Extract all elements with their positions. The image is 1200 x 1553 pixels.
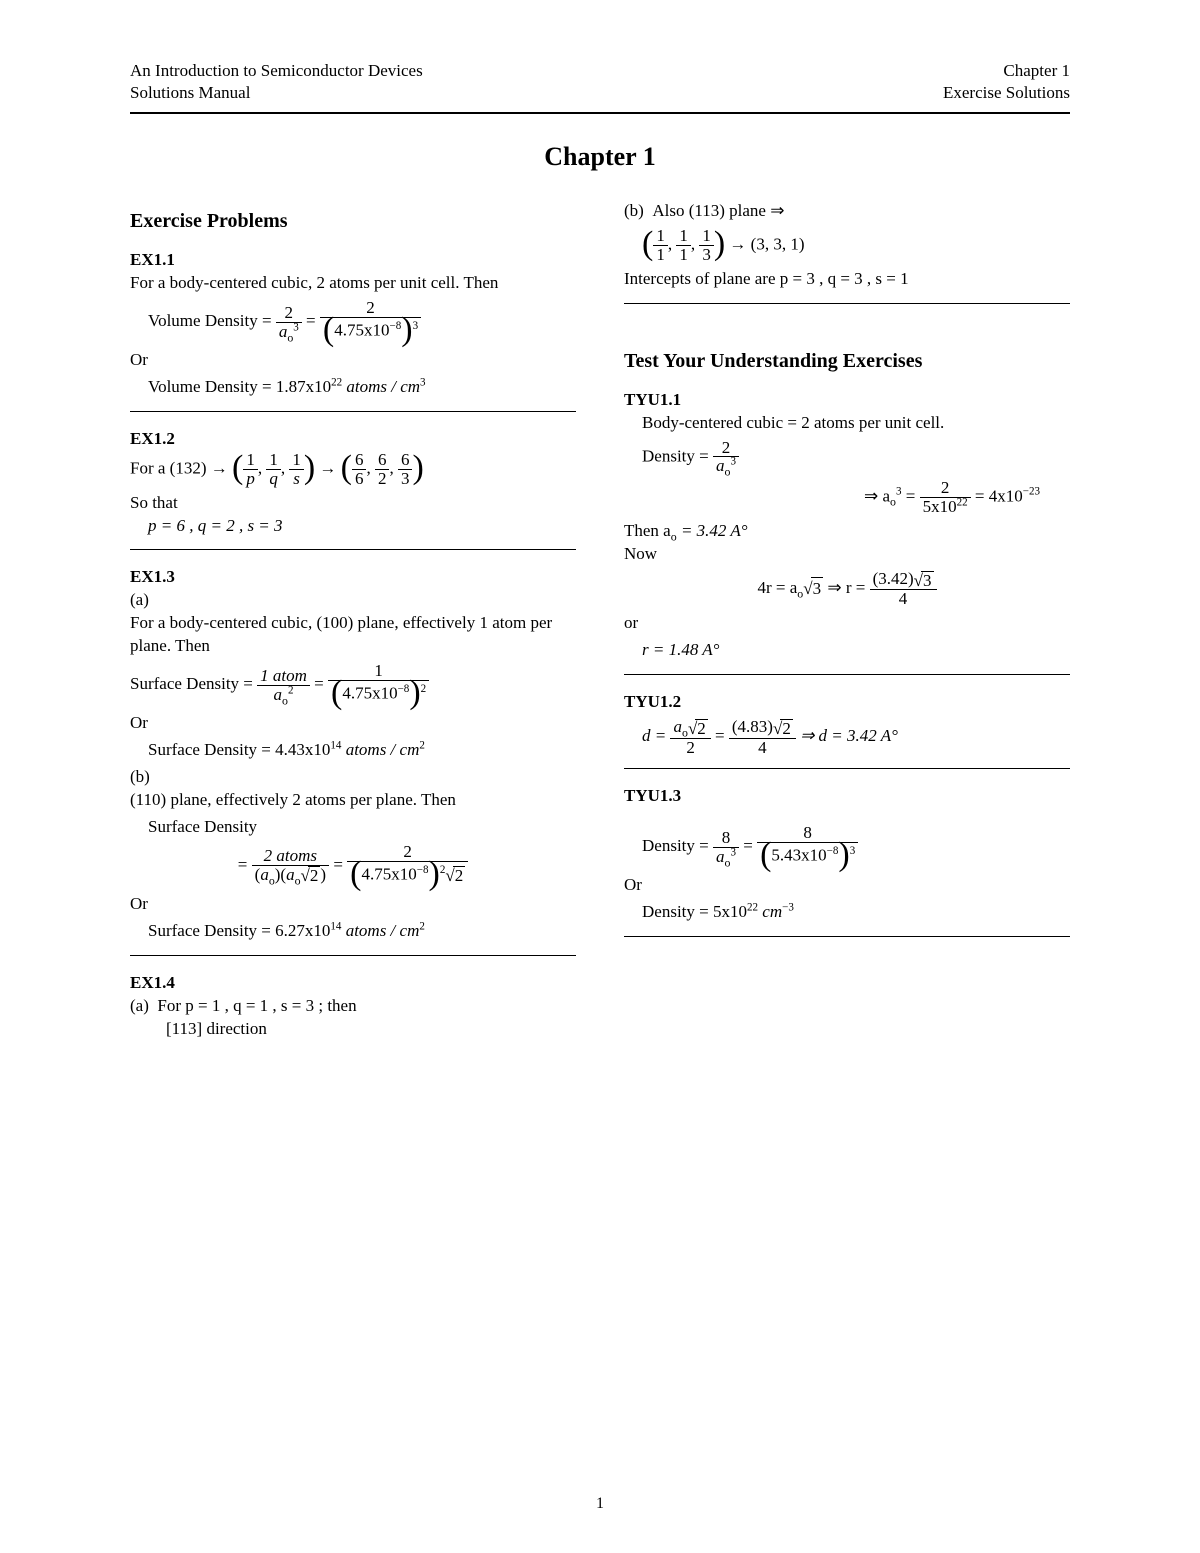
tyu11-eq1: Density = 2ao3 <box>642 439 1070 476</box>
ex13-a-text: For a body-centered cubic, (100) plane, … <box>130 612 576 658</box>
ex12-pqs: p = 6 , q = 2 , s = 3 <box>148 515 576 538</box>
ex11-or: Or <box>130 349 576 372</box>
ex14b-intercepts: Intercepts of plane are p = 3 , q = 3 , … <box>624 268 1070 291</box>
separator <box>130 955 576 956</box>
separator <box>624 936 1070 937</box>
content-columns: Exercise Problems EX1.1 For a body-cente… <box>130 200 1070 1040</box>
chapter-title: Chapter 1 <box>130 142 1070 172</box>
separator <box>130 411 576 412</box>
tyu11-head: TYU1.1 <box>624 389 1070 412</box>
ex13-b: (b) <box>130 766 576 789</box>
header-left: An Introduction to Semiconductor Devices… <box>130 60 423 104</box>
ex13-or1: Or <box>130 712 576 735</box>
tyu12-head: TYU1.2 <box>624 691 1070 714</box>
header-left-line1: An Introduction to Semiconductor Devices <box>130 60 423 82</box>
ex11-text: For a body-centered cubic, 2 atoms per u… <box>130 272 576 295</box>
tyu-title: Test Your Understanding Exercises <box>624 348 1070 375</box>
ex11-frac2: 2 (4.75x10−8)3 <box>320 299 421 345</box>
header-right: Chapter 1 Exercise Solutions <box>943 60 1070 104</box>
ex12-sothat: So that <box>130 492 576 515</box>
ex13-head: EX1.3 <box>130 566 576 589</box>
header-left-line2: Solutions Manual <box>130 82 423 104</box>
ex14b-eq: (11, 11, 13) → (3, 3, 1) <box>642 227 1070 264</box>
ex11-frac1: 2 ao3 <box>276 304 302 341</box>
ex14-a: (a) For p = 1 , q = 1 , s = 3 ; then <box>130 995 576 1018</box>
tyu11-r: r = 1.48 A° <box>642 639 1070 662</box>
ex13-b-text2: Surface Density <box>148 816 576 839</box>
ex13-res1: Surface Density = 4.43x1014 atoms / cm2 <box>148 739 576 762</box>
header-right-line2: Exercise Solutions <box>943 82 1070 104</box>
left-column: Exercise Problems EX1.1 For a body-cente… <box>130 200 576 1040</box>
ex13-res2: Surface Density = 6.27x1014 atoms / cm2 <box>148 920 576 943</box>
right-column: (b) Also (113) plane ⇒ (11, 11, 13) → (3… <box>624 200 1070 1040</box>
ex11-eq1: Volume Density = 2 ao3 = 2 (4.75x10−8)3 <box>148 299 576 345</box>
page-number: 1 <box>0 1495 1200 1513</box>
ex13-b-text1: (110) plane, effectively 2 atoms per pla… <box>130 789 576 812</box>
ex14-head: EX1.4 <box>130 972 576 995</box>
tyu11-eq3: 4r = ao3 ⇒ r = (3.42)34 <box>624 570 1070 608</box>
separator <box>624 674 1070 675</box>
ex13-eq1: Surface Density = 1 atomao2 = 1(4.75x10−… <box>130 662 576 708</box>
page: An Introduction to Semiconductor Devices… <box>0 0 1200 1553</box>
ex12-head: EX1.2 <box>130 428 576 451</box>
tyu13-head: TYU1.3 <box>624 785 1070 808</box>
ex14b-line1: (b) Also (113) plane ⇒ <box>624 200 1070 223</box>
page-header: An Introduction to Semiconductor Devices… <box>130 60 1070 114</box>
ex13-or2: Or <box>130 893 576 916</box>
ex11-result: Volume Density = 1.87x1022 atoms / cm3 <box>148 376 576 399</box>
header-right-line1: Chapter 1 <box>943 60 1070 82</box>
ex11-head: EX1.1 <box>130 249 576 272</box>
tyu13-res: Density = 5x1022 cm−3 <box>642 901 1070 924</box>
separator <box>624 768 1070 769</box>
tyu11-eq2: ⇒ ao3 = 25x1022 = 4x10−23 <box>642 479 1040 516</box>
ex11-eq-label: Volume Density = <box>148 311 272 330</box>
tyu11-now: Now <box>624 543 1070 566</box>
separator <box>624 303 1070 304</box>
tyu11-or: or <box>624 612 1070 635</box>
separator <box>130 549 576 550</box>
tyu13-eq1: Density = 8ao3 = 8(5.43x10−8)3 <box>642 824 1070 870</box>
tyu13-or: Or <box>624 874 1070 897</box>
ex14-a-result: [113] direction <box>166 1018 576 1041</box>
tyu12-eq: d = ao22 = (4.83)24 ⇒ d = 3.42 A° <box>642 718 1070 756</box>
tyu11-then: Then ao = 3.42 A° <box>624 520 1070 543</box>
exercise-problems-title: Exercise Problems <box>130 208 576 235</box>
ex13-eq2: = 2 atoms(ao)(ao2) = 2(4.75x10−8)22 <box>130 843 576 889</box>
ex12-eq: For a (132) → (1p, 1q, 1s) → (66, 62, 63… <box>130 451 576 488</box>
ex13-a: (a) <box>130 589 576 612</box>
tyu11-text: Body-centered cubic = 2 atoms per unit c… <box>642 412 1070 435</box>
